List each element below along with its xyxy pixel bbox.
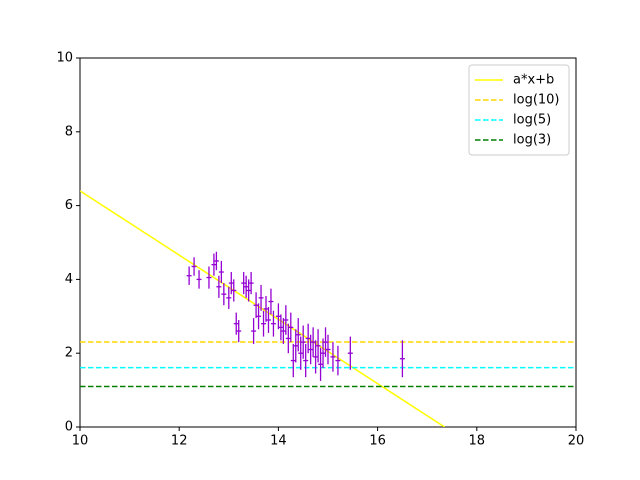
ticks: 10 12 14 16 18 20 0 2 4 6 8 10: [56, 51, 584, 449]
legend: a*x+b log(10) log(5) log(3): [468, 64, 570, 156]
y-tick-label: 8: [65, 124, 73, 139]
x-tick-label: 18: [469, 434, 486, 449]
y-tick-label: 2: [65, 346, 73, 361]
legend-box: [468, 64, 570, 156]
x-tick-label: 16: [369, 434, 386, 449]
legend-label: a*x+b: [513, 73, 554, 88]
x-tick-label: 20: [568, 434, 585, 449]
y-tick-label: 0: [65, 420, 73, 435]
plot-area: [80, 190, 576, 427]
y-tick-label: 10: [56, 51, 73, 66]
y-tick-label: 6: [65, 198, 73, 213]
x-tick-label: 14: [270, 434, 287, 449]
x-tick-label: 12: [171, 434, 188, 449]
legend-label: log(10): [513, 93, 560, 108]
legend-label: log(3): [513, 133, 551, 148]
line-series: [80, 190, 445, 427]
axes-frame: [79, 57, 577, 428]
y-tick-label: 4: [65, 272, 73, 287]
x-tick-label: 10: [72, 434, 89, 449]
legend-label: log(5): [513, 113, 551, 128]
